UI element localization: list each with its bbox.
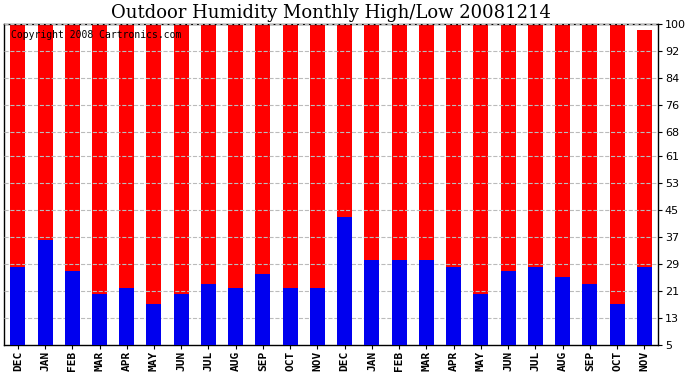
Bar [10, 24, 26, 345]
Bar [37, 240, 52, 345]
Bar [473, 24, 489, 345]
Bar [582, 24, 598, 345]
Bar [555, 24, 570, 345]
Bar [473, 294, 489, 345]
Bar [446, 267, 461, 345]
Bar [555, 278, 570, 345]
Bar [364, 261, 380, 345]
Bar [255, 24, 270, 345]
Bar [637, 30, 652, 345]
Bar [528, 24, 543, 345]
Bar [65, 271, 80, 345]
Bar [500, 271, 515, 345]
Bar [283, 288, 297, 345]
Text: Copyright 2008 Cartronics.com: Copyright 2008 Cartronics.com [11, 30, 181, 40]
Bar [174, 294, 188, 345]
Bar [37, 24, 52, 345]
Bar [446, 24, 461, 345]
Bar [146, 304, 161, 345]
Bar [392, 24, 406, 345]
Bar [228, 288, 243, 345]
Bar [92, 24, 107, 345]
Bar [337, 24, 352, 345]
Bar [609, 304, 624, 345]
Bar [174, 24, 188, 345]
Bar [582, 284, 598, 345]
Bar [228, 24, 243, 345]
Bar [609, 24, 624, 345]
Bar [65, 24, 80, 345]
Bar [201, 24, 216, 345]
Bar [419, 24, 434, 345]
Bar [10, 267, 26, 345]
Title: Outdoor Humidity Monthly High/Low 20081214: Outdoor Humidity Monthly High/Low 200812… [111, 4, 551, 22]
Bar [119, 24, 135, 345]
Bar [310, 288, 325, 345]
Bar [637, 267, 652, 345]
Bar [255, 274, 270, 345]
Bar [419, 261, 434, 345]
Bar [283, 24, 297, 345]
Bar [146, 24, 161, 345]
Bar [500, 24, 515, 345]
Bar [119, 288, 135, 345]
Bar [392, 261, 406, 345]
Bar [310, 24, 325, 345]
Bar [92, 294, 107, 345]
Bar [364, 24, 380, 345]
Bar [528, 267, 543, 345]
Bar [337, 216, 352, 345]
Bar [201, 284, 216, 345]
